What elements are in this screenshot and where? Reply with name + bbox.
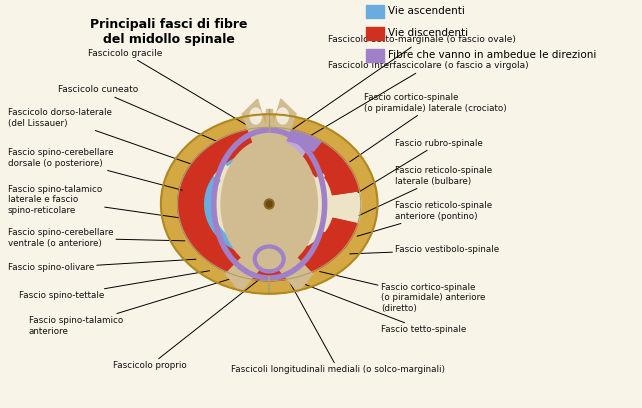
Text: Fascio cortico-spinale
(o piramidale) laterale (crociato): Fascio cortico-spinale (o piramidale) la… [350, 93, 507, 162]
Polygon shape [256, 264, 285, 281]
Text: Principali fasci di fibre
del midollo spinale: Principali fasci di fibre del midollo sp… [90, 18, 247, 46]
Text: Vie ascendenti: Vie ascendenti [388, 6, 465, 16]
Polygon shape [190, 147, 218, 172]
Polygon shape [282, 129, 322, 151]
Polygon shape [306, 233, 347, 267]
Circle shape [266, 201, 272, 207]
Text: Fascicolo gracile: Fascicolo gracile [88, 49, 259, 133]
Polygon shape [325, 219, 358, 248]
Polygon shape [266, 109, 272, 154]
Ellipse shape [250, 108, 261, 124]
FancyBboxPatch shape [367, 5, 384, 18]
Text: Fascicolo proprio: Fascicolo proprio [112, 279, 259, 370]
Text: Fascicolo interfascicolare (o fascio a virgola): Fascicolo interfascicolare (o fascio a v… [311, 62, 528, 136]
Text: Vie discendenti: Vie discendenti [388, 28, 469, 38]
Ellipse shape [277, 108, 288, 124]
Polygon shape [204, 237, 257, 279]
Polygon shape [321, 147, 349, 172]
Polygon shape [266, 260, 285, 281]
Text: Fascio spino-olivare: Fascio spino-olivare [8, 259, 196, 273]
Polygon shape [208, 128, 261, 165]
Text: Fascicolo cuneato: Fascicolo cuneato [58, 86, 216, 141]
Polygon shape [250, 257, 269, 281]
Text: Fascicoli longitudinali mediali (o solco-marginali): Fascicoli longitudinali mediali (o solco… [231, 280, 446, 375]
Text: Fascio rubro-spinale: Fascio rubro-spinale [358, 138, 483, 193]
Polygon shape [325, 166, 360, 195]
Polygon shape [242, 99, 271, 164]
Ellipse shape [178, 127, 361, 281]
Text: Fascio spino-tettale: Fascio spino-tettale [19, 271, 210, 301]
Polygon shape [256, 127, 282, 152]
Text: Fascio tetto-spinale: Fascio tetto-spinale [290, 278, 466, 335]
Circle shape [265, 199, 274, 209]
Text: Fascio reticolo-spinale
anteriore (pontino): Fascio reticolo-spinale anteriore (ponti… [357, 201, 492, 236]
FancyBboxPatch shape [367, 27, 384, 40]
Text: Fascio cortico-spinale
(o piramidale) anteriore
(diretto): Fascio cortico-spinale (o piramidale) an… [320, 271, 485, 313]
FancyBboxPatch shape [367, 49, 384, 62]
Text: Fascicolo dorso-laterale
(del Lissauer): Fascicolo dorso-laterale (del Lissauer) [8, 108, 191, 164]
Text: Fascio vestibolo-spinale: Fascio vestibolo-spinale [350, 246, 499, 255]
Polygon shape [178, 127, 360, 281]
Ellipse shape [221, 139, 317, 269]
Polygon shape [179, 212, 229, 258]
Polygon shape [284, 130, 344, 177]
Text: Fascio spino-talamico
laterale e fascio
spino-reticolare: Fascio spino-talamico laterale e fascio … [8, 185, 180, 218]
Text: Fascio spino-talamico
anteriore: Fascio spino-talamico anteriore [29, 277, 234, 336]
Polygon shape [282, 142, 308, 159]
Text: Fascicolo setto-marginale (o fascio ovale): Fascicolo setto-marginale (o fascio oval… [292, 35, 516, 130]
Ellipse shape [161, 114, 377, 294]
Polygon shape [178, 166, 220, 217]
Polygon shape [226, 239, 274, 292]
Text: Fibre che vanno in ambedue le direzioni: Fibre che vanno in ambedue le direzioni [388, 50, 597, 60]
Polygon shape [267, 99, 296, 164]
Polygon shape [280, 246, 324, 279]
Polygon shape [278, 252, 311, 280]
Text: Fascio reticolo-spinale
laterale (bulbare): Fascio reticolo-spinale laterale (bulbar… [359, 166, 492, 215]
Polygon shape [265, 239, 313, 292]
Text: Fascio spino-cerebellare
ventrale (o anteriore): Fascio spino-cerebellare ventrale (o ant… [8, 228, 185, 248]
Text: Fascio spino-cerebellare
dorsale (o posteriore): Fascio spino-cerebellare dorsale (o post… [8, 148, 182, 190]
